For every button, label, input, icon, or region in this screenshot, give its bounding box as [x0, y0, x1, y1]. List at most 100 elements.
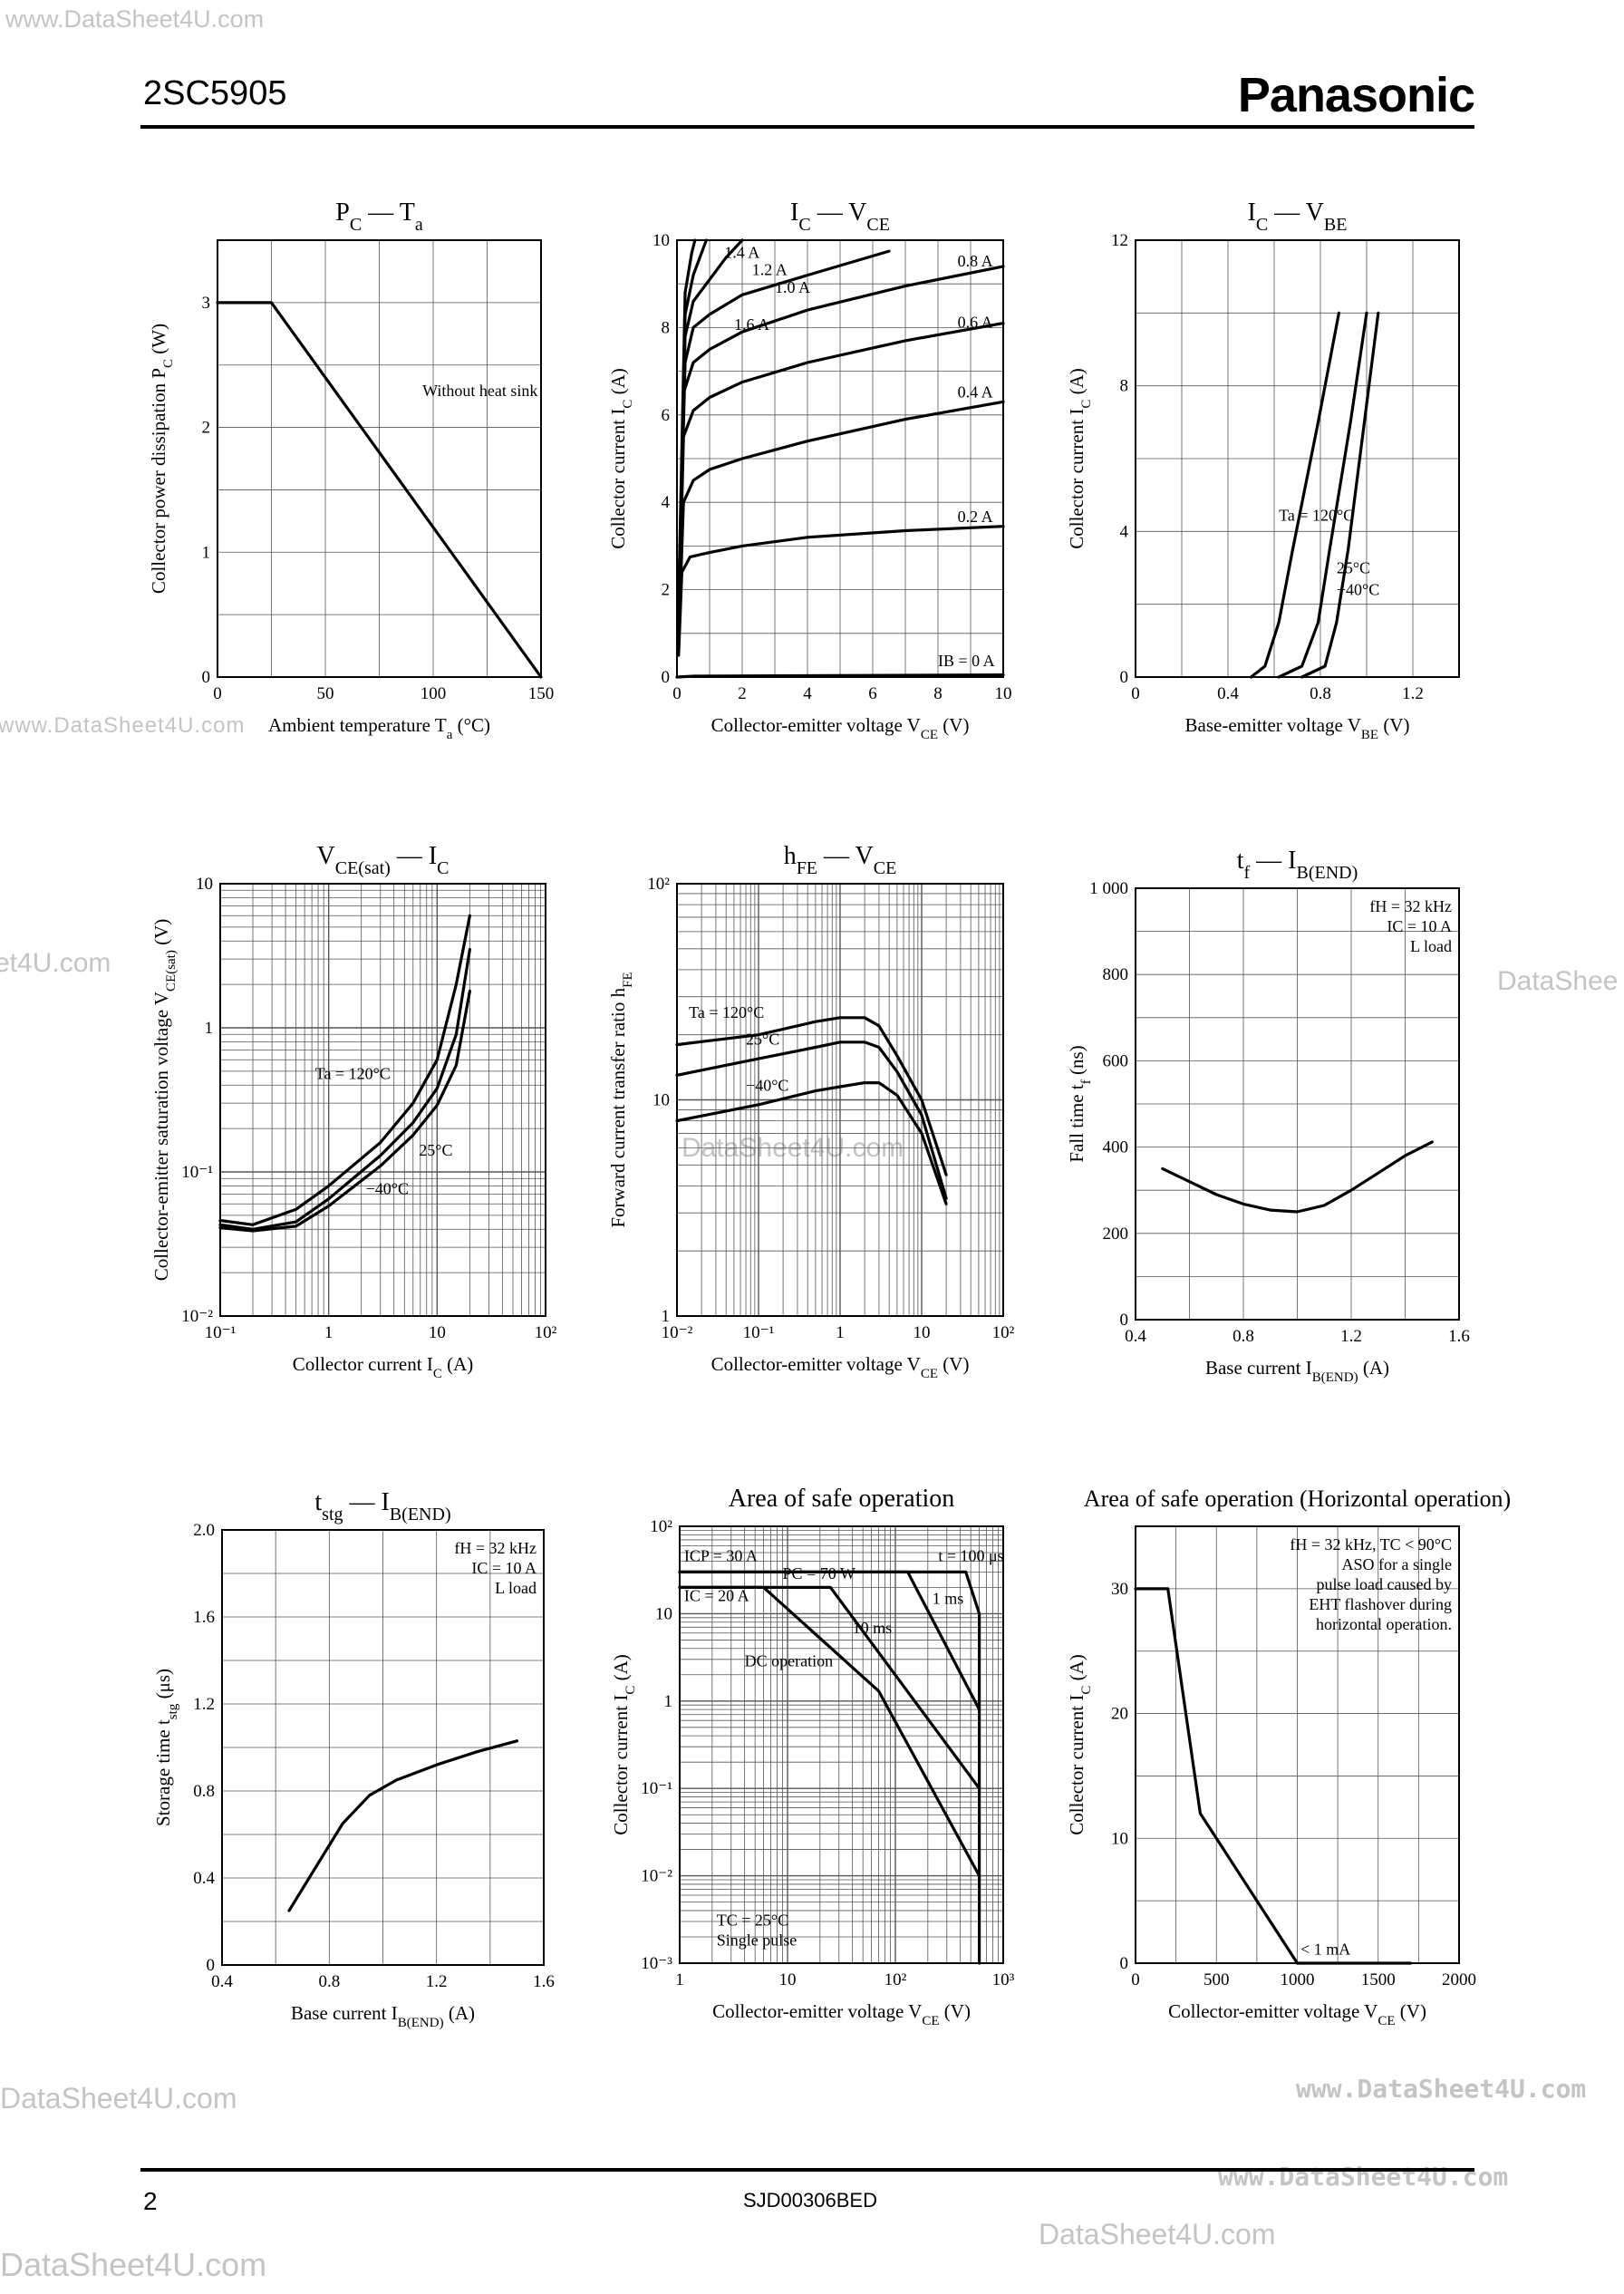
y-tick-label: 1.2: [193, 1695, 215, 1714]
chart-annotation: 25°C: [1337, 559, 1370, 577]
y-tick-label: 10: [655, 1604, 672, 1623]
legend-line: fH = 32 kHz: [1369, 897, 1452, 915]
legend-line: IC = 10 A: [471, 1559, 536, 1577]
x-tick-label: 0.4: [211, 1972, 233, 1991]
y-tick-label: 10: [1111, 1829, 1128, 1848]
x-tick-label: 0.8: [318, 1972, 340, 1991]
y-tick-label: 1 000: [1089, 879, 1128, 898]
watermark-top-left: www.DataSheet4U.com: [5, 5, 265, 33]
x-tick-label: 0: [1131, 1970, 1140, 1989]
chart-annotation: −40°C: [366, 1180, 409, 1198]
chart-annotation: 1.6 A: [734, 315, 769, 334]
x-tick-label: 0.8: [1232, 1327, 1254, 1346]
y-tick-label: 0: [1120, 668, 1129, 687]
watermark-right-mid: DataShee: [1497, 966, 1619, 996]
chart-annotation: −40°C: [746, 1077, 788, 1095]
header-rule: [140, 125, 1474, 129]
y-tick-label: 10⁻²: [641, 1867, 672, 1886]
x-tick-label: 0.4: [1217, 684, 1239, 703]
x-tick-label: 8: [933, 684, 942, 703]
legend-line: IC = 10 A: [1387, 917, 1452, 935]
x-tick-label: 2000: [1442, 1970, 1476, 1989]
plot-frame: [1135, 887, 1460, 1321]
chart-annotation: 1 ms: [933, 1589, 964, 1607]
x-tick-label: 1.6: [533, 1972, 555, 1991]
chart-annotation: 25°C: [746, 1031, 779, 1049]
y-tick-label: 1: [664, 1692, 673, 1711]
watermark-right-bottom: www.DataSheet4U.com: [1296, 2074, 1587, 2104]
y-axis-label: Collector current IC (A): [607, 368, 635, 549]
x-tick-label: 0: [1131, 684, 1140, 703]
y-tick-label: 30: [1111, 1580, 1128, 1599]
x-tick-label: 10: [779, 1970, 797, 1989]
x-tick-label: 10: [429, 1323, 446, 1342]
chart-annotation: 1.2 A: [752, 261, 788, 279]
chart-annotation: IB = 0 A: [938, 652, 995, 670]
x-tick-label: 10: [914, 1323, 931, 1342]
y-tick-label: 0: [662, 668, 671, 687]
y-tick-label: 200: [1103, 1224, 1129, 1244]
x-axis-label: Ambient temperature Ta (°C): [268, 714, 490, 742]
y-tick-label: 4: [662, 493, 671, 512]
watermark-left-upper: www.DataSheet4U.com: [0, 713, 246, 738]
chart-title: tstg — IB(END): [314, 1488, 450, 1524]
y-tick-label: 0.8: [193, 1782, 215, 1801]
y-tick-label: 20: [1111, 1705, 1128, 1724]
y-axis-label: Collector current IC (A): [1066, 368, 1094, 549]
chart-annotation: Single pulse: [717, 1931, 798, 1949]
x-tick-label: 1.6: [1448, 1327, 1470, 1346]
y-axis-label: Storage time tstg (μs): [152, 1669, 180, 1826]
series-line-1-2: [677, 400, 1005, 644]
chart-annotation: 0.2 A: [958, 508, 993, 526]
x-axis-label: Collector-emitter voltage VCE (V): [712, 2000, 971, 2028]
x-tick-label: 1.2: [426, 1972, 448, 1991]
y-tick-label: 0: [1120, 1954, 1129, 1973]
chart-annotation: Ta = 120°C: [315, 1065, 391, 1083]
chart-title: PC — Ta: [335, 198, 423, 235]
watermark-footer-right: www.DataSheet4U.com: [1218, 2162, 1509, 2192]
y-tick-label: 800: [1103, 965, 1129, 984]
y-tick-label: 10²: [647, 875, 670, 894]
y-axis-label: Collector power dissipation PC (W): [148, 324, 176, 594]
x-tick-label: 100: [420, 684, 447, 703]
series-line-2-2: [1300, 311, 1380, 679]
x-axis-label: Collector-emitter voltage VCE (V): [1168, 2000, 1426, 2028]
document-code: SJD00306BED: [743, 2189, 877, 2212]
chart-annotation: t = 100 μs: [938, 1546, 1003, 1564]
legend-line: pulse load caused by: [1317, 1575, 1452, 1593]
chart-annotation: 0.6 A: [958, 313, 993, 331]
y-axis-label: Collector-emitter saturation voltage VCE…: [150, 919, 179, 1282]
series-line-1-8: [677, 238, 697, 605]
y-tick-label: 1: [205, 1019, 214, 1038]
y-tick-label: 0: [207, 1956, 216, 1975]
watermark-footer-left: DataSheet4U.com: [0, 2246, 267, 2283]
x-tick-label: 10²: [535, 1323, 557, 1342]
y-tick-label: 400: [1103, 1138, 1129, 1157]
series-line-1-3: [677, 322, 1005, 635]
x-axis-label: Base-emitter voltage VBE (V): [1185, 714, 1410, 742]
y-axis-label: Forward current transfer ratio hFE: [607, 972, 635, 1227]
y-tick-label: 1.6: [193, 1608, 215, 1627]
legend-line: L load: [1410, 937, 1452, 955]
series-line-4-1: [675, 1041, 948, 1200]
chart-title: IC — VCE: [790, 198, 890, 235]
chart-annotation: 0.8 A: [958, 252, 993, 270]
series-line-8-0: [1134, 1587, 1300, 1965]
part-number: 2SC5905: [143, 74, 287, 112]
legend-line: EHT flashover during: [1309, 1595, 1452, 1613]
series-line-2-0: [1249, 311, 1340, 679]
series-line-3-2: [218, 989, 471, 1233]
y-tick-label: 10⁻³: [641, 1954, 672, 1973]
x-axis-label: Collector-emitter voltage VCE (V): [711, 1353, 970, 1381]
chart-title: VCE(sat) — IC: [317, 842, 450, 878]
chart-annotation: TC = 25°C: [717, 1911, 788, 1929]
y-axis-label: Collector current IC (A): [1066, 1654, 1094, 1835]
plot-frame: [676, 239, 1004, 678]
x-axis-label: Base current IB(END) (A): [1205, 1357, 1389, 1385]
page-number: 2: [143, 2187, 158, 2215]
y-tick-label: 1: [662, 1307, 671, 1326]
x-tick-label: 10²: [884, 1970, 907, 1989]
